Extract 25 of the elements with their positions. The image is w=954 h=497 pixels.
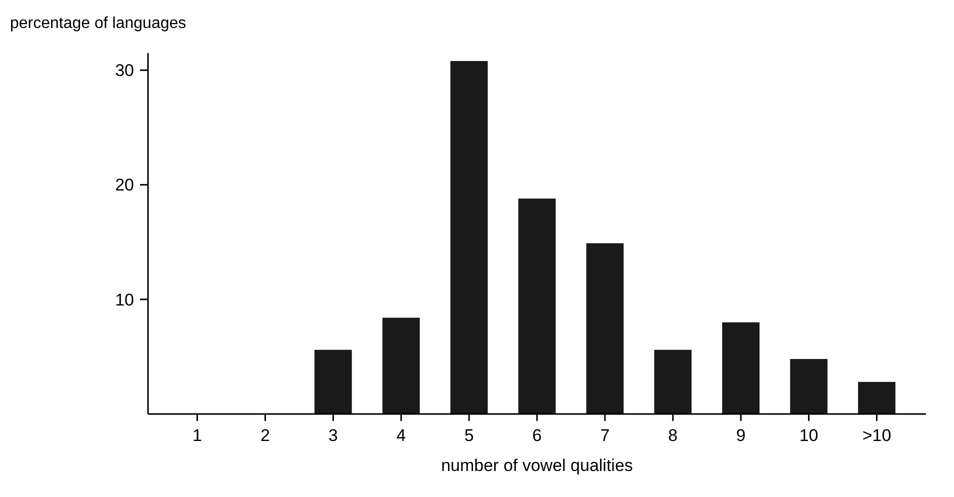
bar: [858, 382, 896, 414]
bar: [382, 318, 420, 414]
x-tick-label: 9: [736, 426, 746, 445]
bar: [790, 358, 828, 414]
bar: [722, 322, 760, 414]
bar: [518, 198, 556, 414]
y-axis-title: percentage of languages: [10, 15, 186, 32]
x-tick-label: 7: [600, 426, 610, 445]
x-tick-label: 5: [464, 426, 474, 445]
y-tick-label: 30: [115, 61, 134, 80]
x-tick-label: 10: [799, 426, 818, 445]
y-tick-label: 20: [115, 176, 134, 195]
x-tick-label: 6: [532, 426, 542, 445]
y-tick-label: 10: [115, 290, 134, 310]
x-axis-title: number of vowel qualities: [441, 456, 633, 475]
bar: [654, 350, 692, 414]
bar: [586, 243, 624, 414]
x-tick-label: 3: [328, 426, 338, 445]
x-tick-label: 1: [192, 426, 202, 445]
x-tick-label: 8: [668, 426, 678, 445]
x-tick-label: 2: [260, 426, 270, 445]
x-tick-label: 4: [396, 426, 406, 445]
bar: [450, 61, 488, 414]
x-tick-label: >10: [862, 426, 892, 445]
bar: [314, 350, 352, 414]
